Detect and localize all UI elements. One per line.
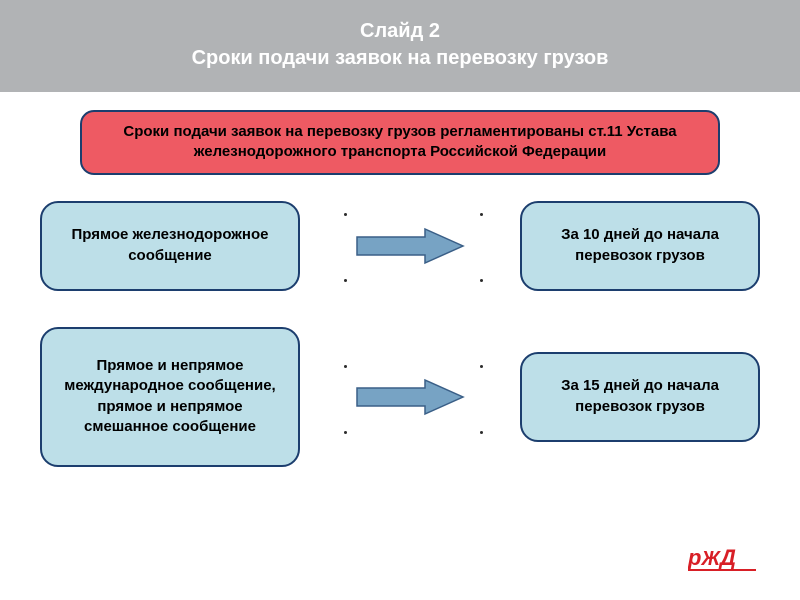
slide-content: Сроки подачи заявок на перевозку грузов …	[0, 92, 800, 467]
deadline-box-1: За 10 дней до начала перевозок грузов	[520, 201, 760, 291]
svg-text:pЖД: pЖД	[688, 545, 736, 570]
dot-icon	[480, 213, 483, 216]
dot-icon	[344, 279, 347, 282]
dot-icon	[480, 279, 483, 282]
rzd-logo: pЖД	[688, 543, 760, 578]
title-line-2: Сроки подачи заявок на перевозку грузов	[192, 47, 609, 69]
title-line-1: Слайд 2	[360, 20, 440, 42]
rzd-logo-icon: pЖД	[688, 543, 760, 573]
slide-title: Слайд 2 Сроки подачи заявок на перевозку…	[20, 18, 780, 72]
dot-icon	[344, 431, 347, 434]
dot-icon	[480, 431, 483, 434]
flow-row-1: Прямое железнодорожное сообщение За 10 д…	[40, 201, 760, 291]
condition-box-2: Прямое и непрямое международное сообщени…	[40, 327, 300, 467]
arrow-right-icon	[355, 227, 465, 265]
arrow-right-icon	[355, 378, 465, 416]
dot-icon	[344, 213, 347, 216]
regulation-text: Сроки подачи заявок на перевозку грузов …	[123, 123, 676, 160]
deadline-box-2: За 15 дней до начала перевозок грузов	[520, 352, 760, 442]
dot-icon	[480, 365, 483, 368]
condition-text-2: Прямое и непрямое международное сообщени…	[58, 356, 282, 437]
condition-text-1: Прямое железнодорожное сообщение	[58, 225, 282, 266]
slide: Слайд 2 Сроки подачи заявок на перевозку…	[0, 0, 800, 600]
arrow-1	[340, 227, 480, 265]
dot-icon	[344, 365, 347, 368]
deadline-text-1: За 10 дней до начала перевозок грузов	[538, 225, 742, 266]
slide-header: Слайд 2 Сроки подачи заявок на перевозку…	[0, 0, 800, 92]
flow-row-2: Прямое и непрямое международное сообщени…	[40, 327, 760, 467]
regulation-box: Сроки подачи заявок на перевозку грузов …	[80, 110, 720, 175]
condition-box-1: Прямое железнодорожное сообщение	[40, 201, 300, 291]
arrow-2	[340, 378, 480, 416]
deadline-text-2: За 15 дней до начала перевозок грузов	[538, 376, 742, 417]
